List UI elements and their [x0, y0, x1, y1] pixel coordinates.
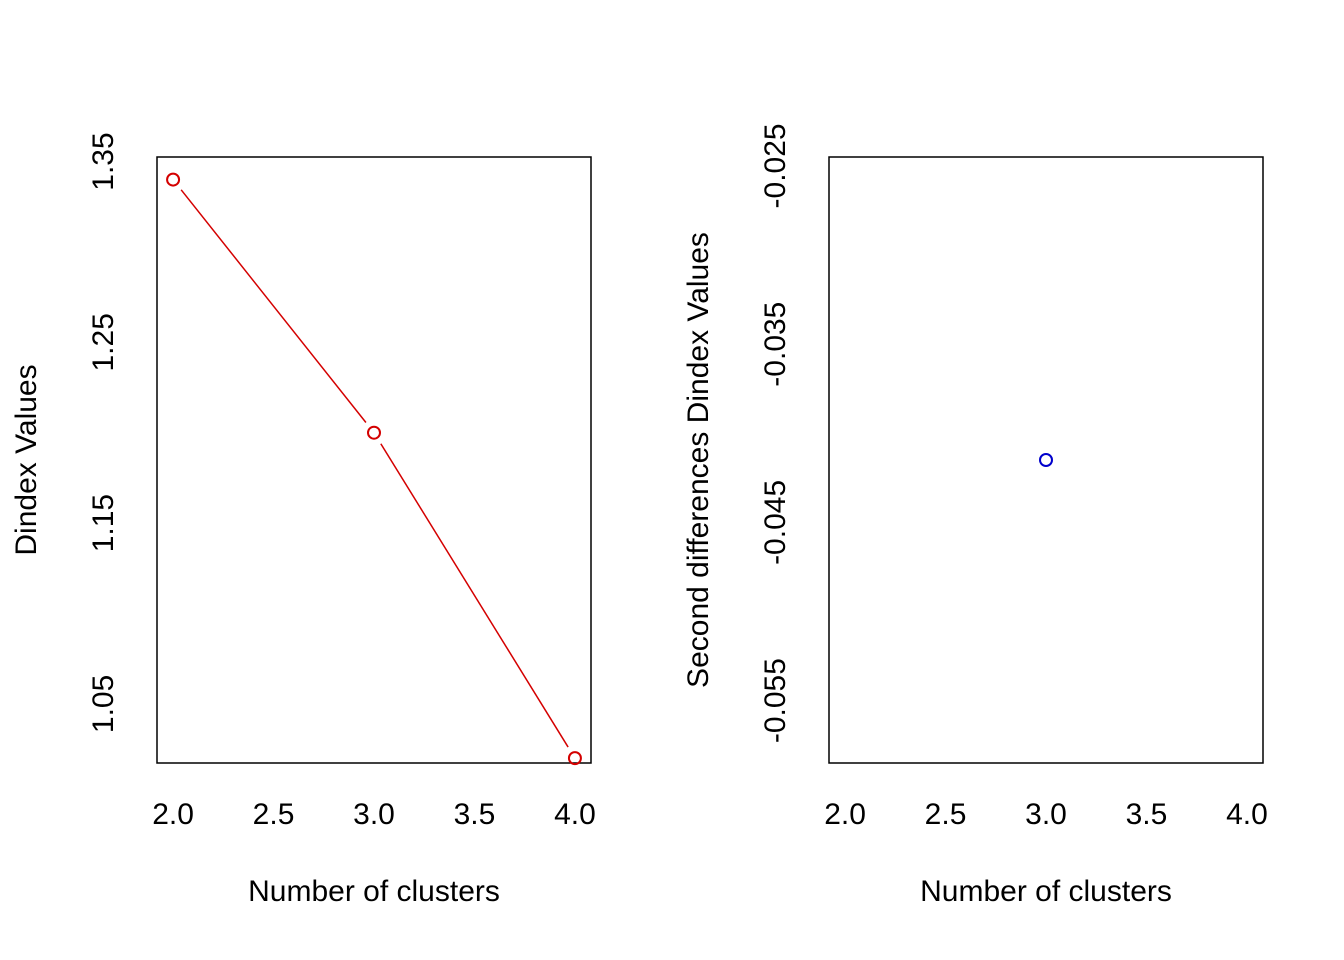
data-point: [1039, 453, 1053, 467]
x-tick-label: 2.0: [152, 798, 194, 831]
x-tick-label: 2.5: [253, 798, 295, 831]
x-axis-label: Number of clusters: [920, 875, 1172, 908]
series-line-segment: [180, 189, 367, 423]
y-tick-label: -0.045: [759, 480, 792, 565]
x-tick-label: 3.5: [454, 798, 496, 831]
y-tick-label: -0.025: [759, 123, 792, 208]
y-axis-label: Second differences Dindex Values: [682, 232, 715, 688]
plot-frame: [156, 156, 592, 764]
x-tick-label: 2.0: [824, 798, 866, 831]
x-tick-label: 4.0: [554, 798, 596, 831]
data-point: [367, 425, 381, 440]
y-tick-label: 1.35: [87, 132, 120, 190]
x-tick-label: 4.0: [1226, 798, 1268, 831]
x-tick-label: 3.5: [1126, 798, 1168, 831]
y-axis-label: Dindex Values: [10, 364, 43, 555]
data-point: [567, 751, 582, 766]
y-tick-label: 1.25: [87, 313, 120, 371]
x-axis-label: Number of clusters: [248, 875, 500, 908]
panel-dindex: 2.0 2.5 3.0 3.5 4.0 1.05 1.15 1.25 1.35 Number of…: [10, 132, 596, 908]
data-point: [166, 172, 181, 187]
x-tick-label: 3.0: [353, 798, 395, 831]
series-line-segment: [380, 443, 569, 748]
panel-second-differences: 2.0 2.5 3.0 3.5 4.0 -0.025 -0.035 -0.045 -0.055 N…: [682, 123, 1268, 908]
x-tick-label: 3.0: [1025, 798, 1067, 831]
plot-frame: [828, 156, 1264, 764]
y-tick-label: 1.15: [87, 494, 120, 552]
x-tick-label: 2.5: [925, 798, 967, 831]
y-tick-label: -0.035: [759, 302, 792, 387]
y-tick-label: -0.055: [759, 658, 792, 743]
y-tick-label: 1.05: [87, 675, 120, 733]
